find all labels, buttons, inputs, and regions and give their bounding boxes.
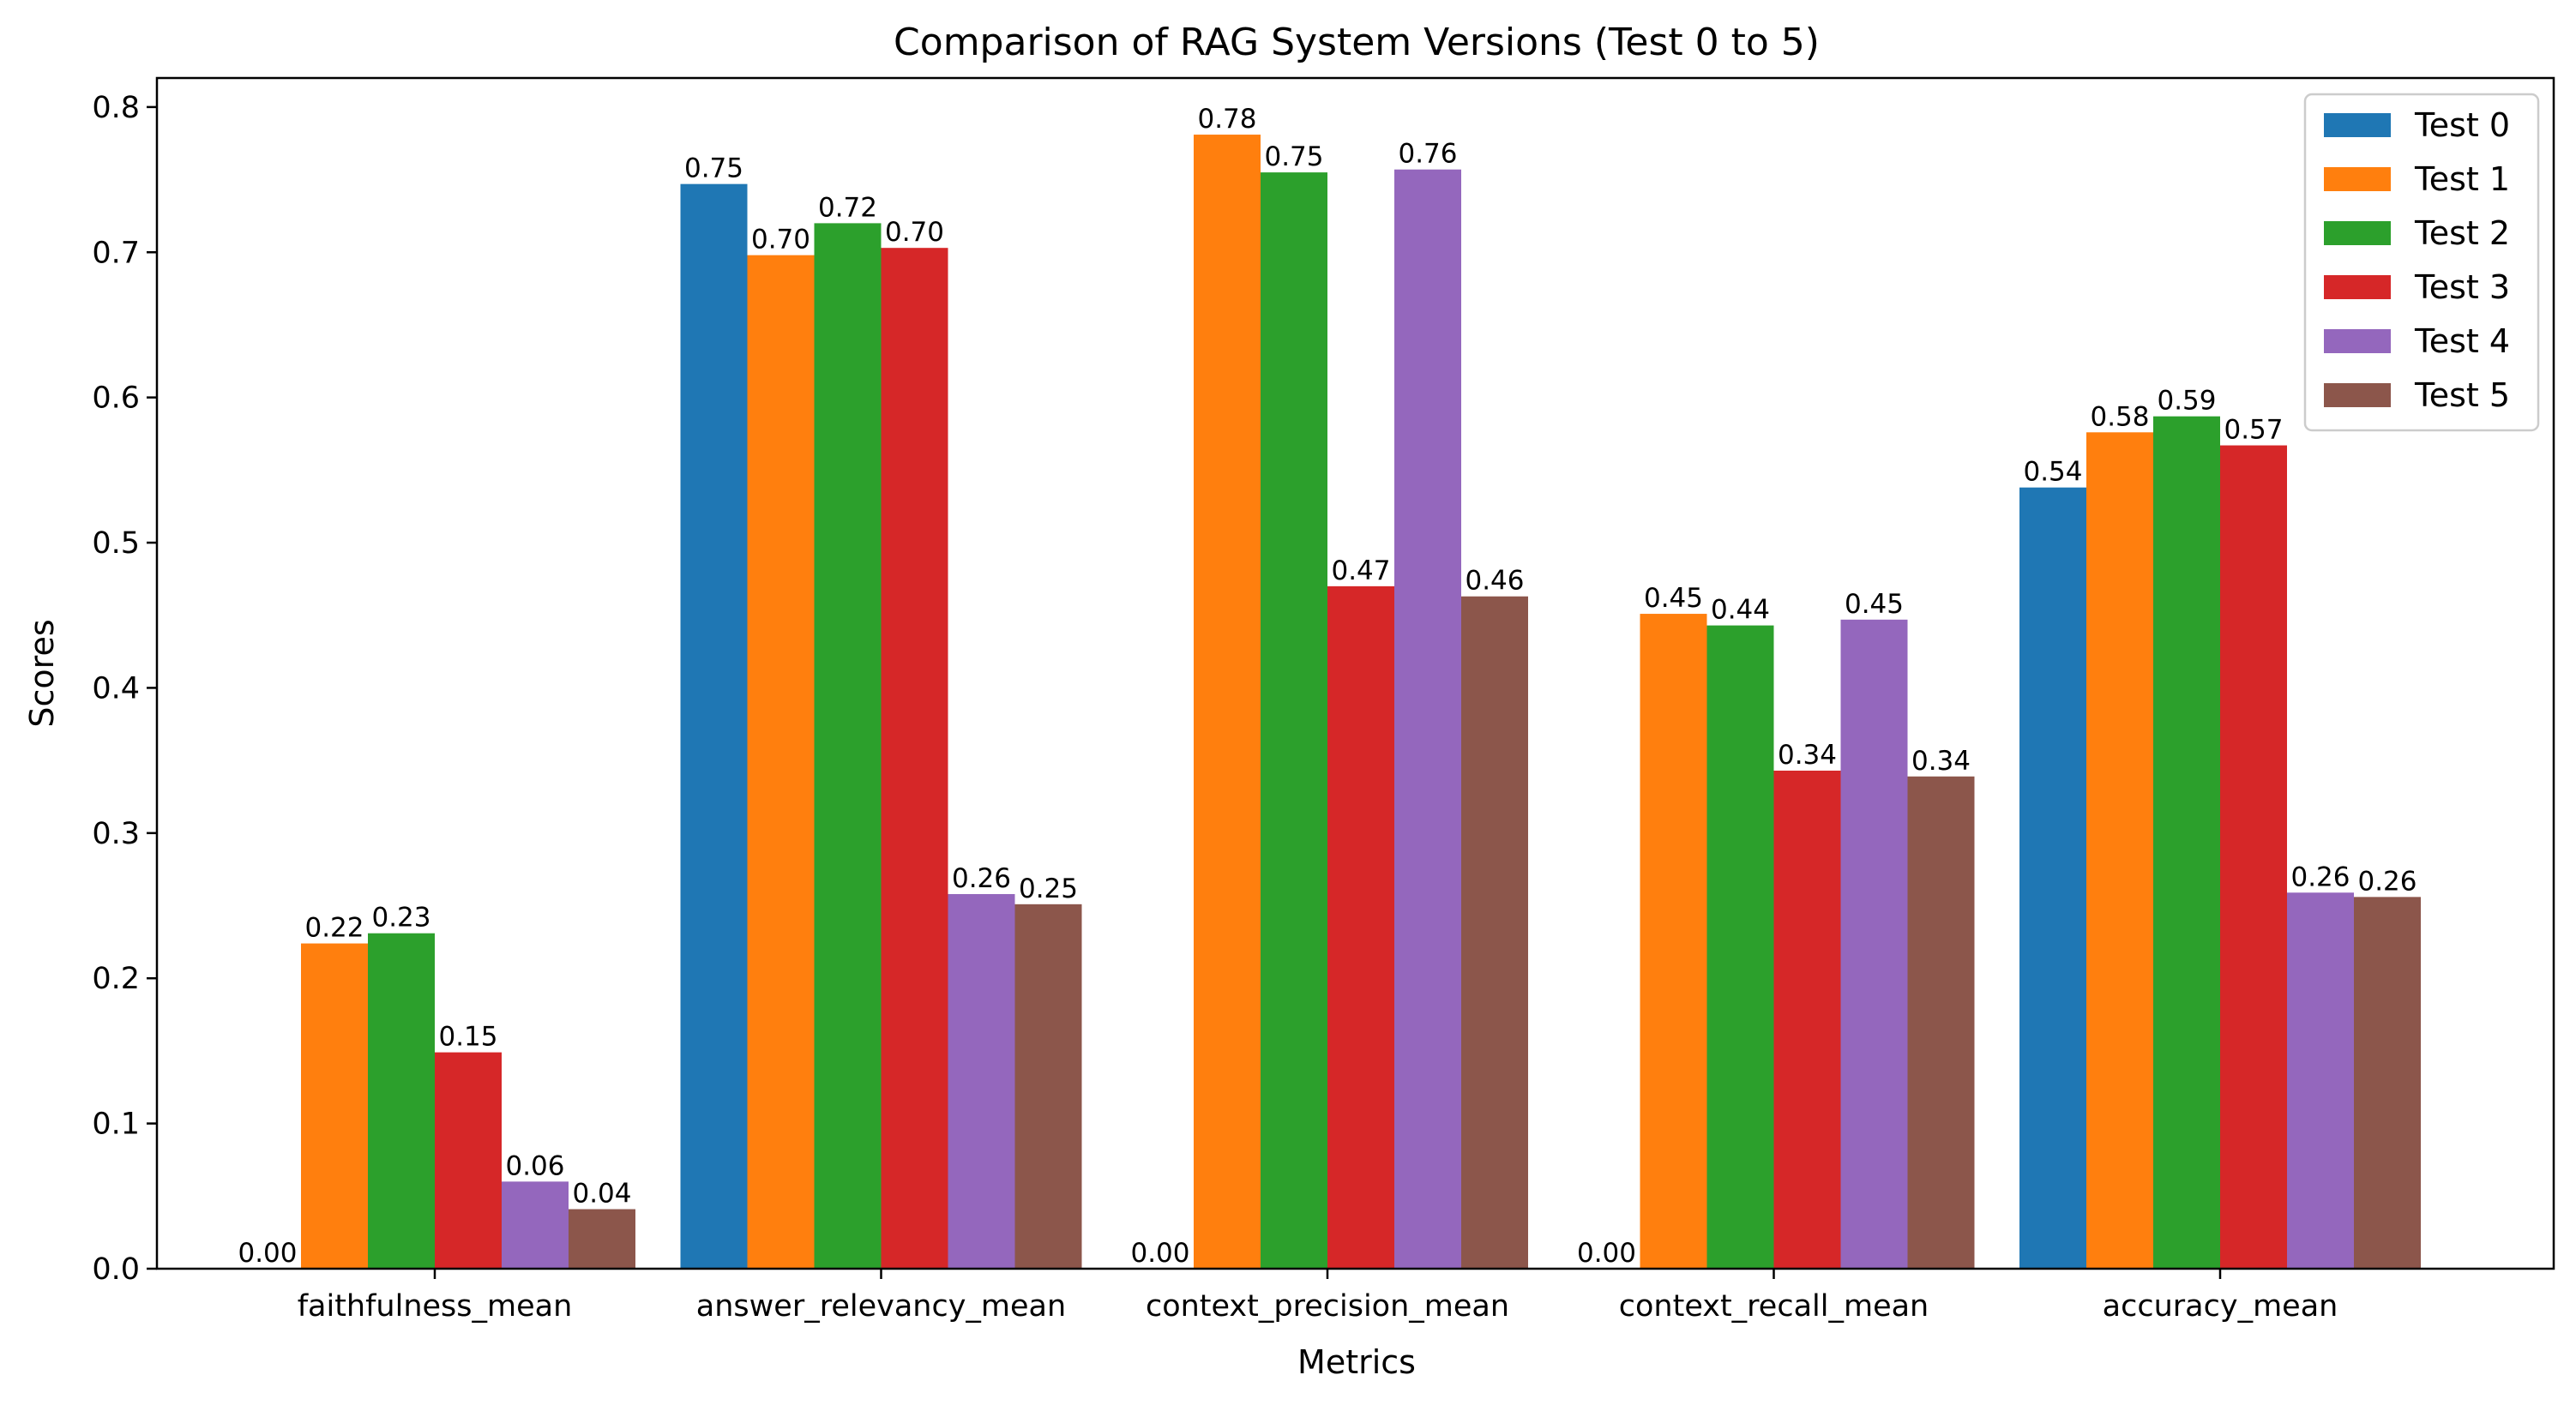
bar-value-label: 0.15 [438, 1022, 497, 1053]
x-tick-label: accuracy_mean [2103, 1289, 2338, 1324]
bar-value-label: 0.04 [572, 1179, 631, 1210]
bar [2086, 432, 2153, 1269]
bar-value-label: 0.75 [684, 153, 743, 184]
bar [1194, 135, 1261, 1269]
legend-swatch [2324, 113, 2391, 137]
bar-value-label: 0.45 [1845, 589, 1904, 620]
bar-value-label: 0.54 [2023, 457, 2082, 488]
chart-title: Comparison of RAG System Versions (Test … [894, 21, 1820, 64]
bar [2019, 487, 2086, 1269]
legend-swatch [2324, 383, 2391, 407]
bar-value-label: 0.76 [1398, 139, 1457, 170]
bar [1014, 904, 1082, 1269]
bar-value-label: 0.06 [505, 1150, 564, 1181]
bar-value-label: 0.34 [1778, 740, 1837, 771]
y-tick-label: 0.6 [92, 381, 140, 416]
y-tick-label: 0.0 [92, 1252, 140, 1287]
bar-value-label: 0.23 [371, 903, 430, 934]
bar [1840, 619, 1908, 1269]
bar-value-label: 0.44 [1711, 595, 1770, 626]
legend-label: Test 0 [2414, 106, 2510, 144]
bar [569, 1209, 635, 1269]
legend-swatch [2324, 275, 2391, 299]
bar-value-label: 0.72 [818, 192, 877, 223]
bar [1640, 614, 1707, 1269]
bar-value-label: 0.26 [952, 863, 1011, 894]
bar-value-label: 0.26 [2357, 866, 2417, 897]
bar-value-label: 0.00 [1130, 1238, 1189, 1269]
bar-value-label: 0.47 [1331, 555, 1390, 586]
bar [2354, 897, 2421, 1269]
x-tick-label: context_recall_mean [1619, 1289, 1929, 1324]
bar [814, 223, 882, 1269]
legend-swatch [2324, 221, 2391, 245]
plot-frame [155, 76, 2555, 1270]
bar [1773, 770, 1841, 1269]
bars [301, 135, 2421, 1270]
x-tick-label: answer_relevancy_mean [696, 1289, 1066, 1324]
bar [2220, 445, 2287, 1269]
bar [435, 1052, 502, 1269]
x-axis-ticks: faithfulness_mean answer_relevancy_mean co… [298, 1269, 2338, 1324]
bar-value-label: 0.46 [1465, 566, 1524, 597]
x-axis-label: Metrics [1297, 1343, 1416, 1381]
y-tick-label: 0.1 [92, 1108, 140, 1142]
legend: Test 0 Test 1 Test 2 Test 3 Test 4 Test 5 [2303, 93, 2540, 432]
bar [368, 933, 435, 1269]
bar-value-labels: 0.00 0.75 0.00 0.00 0.54 0.22 0.70 0.78 0.45 0.58… [238, 104, 2417, 1269]
bar [881, 248, 948, 1270]
bar [2287, 892, 2354, 1269]
y-axis-ticks: 0.0 0.1 0.2 0.3 0.4 0.5 0.6 0.7 0.8 [92, 91, 157, 1287]
bar-value-label: 0.59 [2157, 386, 2216, 417]
bar-value-label: 0.70 [751, 225, 810, 255]
bar-value-label: 0.00 [238, 1238, 297, 1269]
bar [1261, 172, 1327, 1270]
legend-label: Test 3 [2414, 268, 2510, 306]
bar [747, 255, 815, 1269]
legend-label: Test 1 [2414, 160, 2510, 198]
bar-value-label: 0.34 [1911, 746, 1971, 777]
bar [948, 893, 1015, 1269]
y-tick-label: 0.7 [92, 236, 140, 270]
bar [1394, 169, 1461, 1270]
bar-value-label: 0.00 [1577, 1238, 1636, 1269]
bar-value-label: 0.58 [2090, 401, 2149, 432]
bar-value-label: 0.22 [304, 913, 364, 944]
bar-value-label: 0.78 [1197, 104, 1256, 135]
legend-swatch [2324, 167, 2391, 191]
bar [1907, 776, 1975, 1269]
y-tick-label: 0.5 [92, 526, 140, 561]
bar-value-label: 0.57 [2224, 415, 2283, 446]
legend-label: Test 5 [2414, 376, 2510, 414]
legend-label: Test 4 [2414, 322, 2510, 360]
bar [301, 943, 368, 1269]
bar-value-label: 0.26 [2290, 862, 2350, 892]
bar [1461, 596, 1528, 1269]
y-axis-label: Scores [23, 619, 61, 727]
legend-swatch [2324, 329, 2391, 353]
y-tick-label: 0.4 [92, 671, 140, 706]
y-tick-label: 0.3 [92, 817, 140, 851]
x-tick-label: faithfulness_mean [298, 1289, 573, 1324]
bar-value-label: 0.25 [1019, 874, 1078, 904]
bar-value-label: 0.75 [1264, 141, 1323, 172]
x-tick-label: context_precision_mean [1146, 1289, 1509, 1324]
bar [1706, 625, 1774, 1269]
bar-value-label: 0.45 [1644, 583, 1703, 614]
y-tick-label: 0.2 [92, 962, 140, 996]
bar [2153, 416, 2220, 1269]
bar [502, 1181, 569, 1269]
y-tick-label: 0.8 [92, 91, 140, 125]
legend-label: Test 2 [2414, 214, 2510, 252]
bar-value-label: 0.70 [885, 217, 944, 248]
bar [680, 183, 748, 1269]
bar [1327, 585, 1394, 1269]
